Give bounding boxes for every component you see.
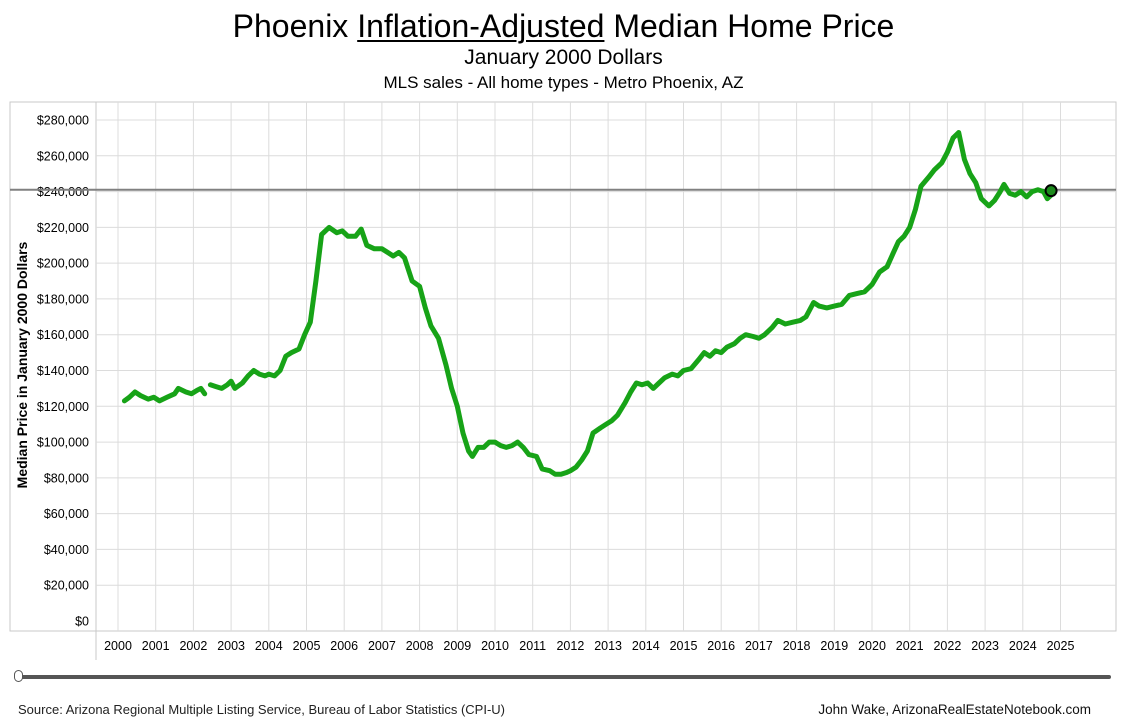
y-tick-label: $20,000 xyxy=(44,579,89,593)
x-tick-label: 2023 xyxy=(971,639,999,653)
x-tick-label: 2017 xyxy=(745,639,773,653)
x-tick-label: 2002 xyxy=(179,639,207,653)
price-line-segment xyxy=(121,385,208,404)
x-tick-label: 2007 xyxy=(368,639,396,653)
y-tick-label: $40,000 xyxy=(44,543,89,557)
y-tick-label: $140,000 xyxy=(37,364,89,378)
x-tick-label: 2025 xyxy=(1047,639,1075,653)
scrollbar-handle[interactable] xyxy=(14,670,23,682)
x-tick-label: 2012 xyxy=(556,639,584,653)
x-tick-label: 2021 xyxy=(896,639,924,653)
x-tick-label: 2010 xyxy=(481,639,509,653)
x-tick-label: 2005 xyxy=(293,639,321,653)
y-tick-label: $120,000 xyxy=(37,400,89,414)
chart-title: Phoenix Inflation-Adjusted Median Home P… xyxy=(0,6,1127,46)
series-layer xyxy=(10,130,1116,477)
timeline-scrollbar[interactable] xyxy=(18,675,1111,679)
chart-title-underlined: Inflation-Adjusted xyxy=(357,8,605,44)
y-tick-label: $260,000 xyxy=(37,149,89,163)
y-axis-label: Median Price in January 2000 Dollars xyxy=(14,241,30,488)
x-tick-label: 2019 xyxy=(820,639,848,653)
y-tick-label: $200,000 xyxy=(37,257,89,271)
chart-subtitle-secondary: MLS sales - All home types - Metro Phoen… xyxy=(383,73,744,92)
x-tick-label: 2008 xyxy=(406,639,434,653)
x-tick-label: 2000 xyxy=(104,639,132,653)
y-tick-label: $60,000 xyxy=(44,507,89,521)
x-tick-label: 2006 xyxy=(330,639,358,653)
x-tick-label: 2014 xyxy=(632,639,660,653)
y-tick-label: $180,000 xyxy=(37,292,89,306)
y-tick-label: $280,000 xyxy=(37,114,89,128)
y-tick-label: $100,000 xyxy=(37,436,89,450)
plot-frame xyxy=(9,101,1117,632)
x-tick-label: 2013 xyxy=(594,639,622,653)
y-tick-label: $0 xyxy=(75,615,89,629)
source-note: Source: Arizona Regional Multiple Listin… xyxy=(18,702,505,717)
x-tick-label: 2001 xyxy=(142,639,170,653)
chart-title-pre: Phoenix xyxy=(232,8,358,44)
x-tick-label: 2020 xyxy=(858,639,886,653)
x-tick-label: 2018 xyxy=(783,639,811,653)
grid-layer xyxy=(9,101,1117,660)
chart-subtitle: January 2000 Dollars xyxy=(464,46,663,69)
y-tick-label: $160,000 xyxy=(37,328,89,342)
y-tick-label: $220,000 xyxy=(37,221,89,235)
latest-value-marker xyxy=(1044,184,1058,198)
axis-layer: $0 $20,000 $40,000 $60,000 $80,000 $100,000 $1… xyxy=(37,114,1075,654)
x-tick-label: 2004 xyxy=(255,639,283,653)
x-tick-label: 2016 xyxy=(707,639,735,653)
y-tick-label: $240,000 xyxy=(37,185,89,199)
x-tick-label: 2011 xyxy=(519,639,546,653)
x-tick-label: 2003 xyxy=(217,639,245,653)
x-tick-label: 2009 xyxy=(443,639,471,653)
author-credit: John Wake, ArizonaRealEstateNotebook.com xyxy=(818,702,1091,717)
x-tick-label: 2024 xyxy=(1009,639,1037,653)
title-block: Phoenix Inflation-Adjusted Median Home P… xyxy=(0,6,1127,94)
y-tick-label: $80,000 xyxy=(44,471,89,485)
chart-title-post: Median Home Price xyxy=(604,8,895,44)
price-line-segment xyxy=(207,130,1054,477)
x-tick-label: 2015 xyxy=(670,639,698,653)
x-tick-label: 2022 xyxy=(933,639,961,653)
